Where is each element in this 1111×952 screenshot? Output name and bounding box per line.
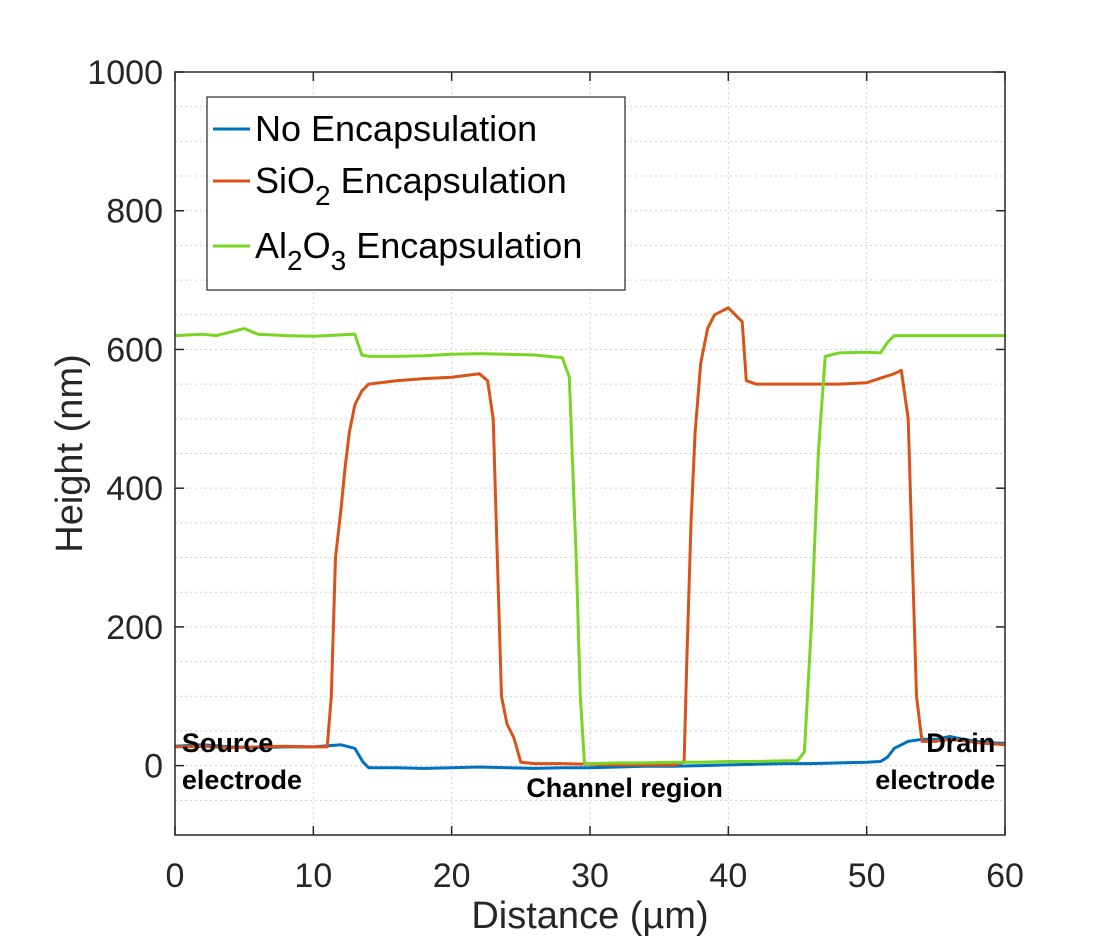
annotation-line: Drain xyxy=(926,728,995,758)
legend-label-0: No Encapsulation xyxy=(255,108,537,149)
y-tick-label: 0 xyxy=(144,748,163,786)
x-tick-label: 0 xyxy=(166,857,185,895)
legend-box xyxy=(206,96,626,291)
legend-subscript: 2 xyxy=(315,180,331,211)
x-tick-label: 50 xyxy=(848,857,886,895)
legend-text-part: Encapsulation xyxy=(346,225,582,266)
y-tick-label: 200 xyxy=(106,609,163,647)
legend-subscript: 3 xyxy=(331,245,347,276)
annotation-line: electrode xyxy=(182,765,302,795)
y-tick-label: 600 xyxy=(106,331,163,369)
annotation-1: Channel region xyxy=(526,773,723,803)
legend-text-part: No Encapsulation xyxy=(255,108,537,149)
x-tick-label: 60 xyxy=(986,857,1024,895)
annotation-line: Source xyxy=(182,728,274,758)
annotation-line: Channel region xyxy=(526,773,723,803)
x-tick-label: 20 xyxy=(433,857,471,895)
legend-text-part: Encapsulation xyxy=(331,160,567,201)
legend-text-part: SiO xyxy=(255,160,315,201)
annotations: Source electrode Channel region Drain electr… xyxy=(182,728,995,803)
y-tick-label: 1000 xyxy=(87,54,163,92)
legend-label-1: SiO2 Encapsulation xyxy=(255,160,567,211)
legend-label-2: Al2O3 Encapsulation xyxy=(255,225,582,276)
annotation-line: electrode xyxy=(875,765,995,795)
series-line-2 xyxy=(174,327,1005,766)
x-tick-label: 10 xyxy=(294,857,332,895)
series-lines xyxy=(174,306,1006,770)
annotation-2: Drain electrode xyxy=(875,728,995,795)
y-tick-label: 400 xyxy=(106,470,163,508)
legend-text-part: Al xyxy=(255,225,287,266)
annotation-0: Source electrode xyxy=(182,728,302,795)
series-line-1 xyxy=(174,306,1006,767)
x-axis-label: Distance (µm) xyxy=(471,895,708,937)
x-tick-label: 30 xyxy=(571,857,609,895)
x-tick-label: 40 xyxy=(709,857,747,895)
legend-subscript: 2 xyxy=(287,245,303,276)
y-tick-label: 800 xyxy=(106,193,163,231)
legend-text-part: O xyxy=(303,225,331,266)
y-axis-label: Height (nm) xyxy=(49,354,91,553)
